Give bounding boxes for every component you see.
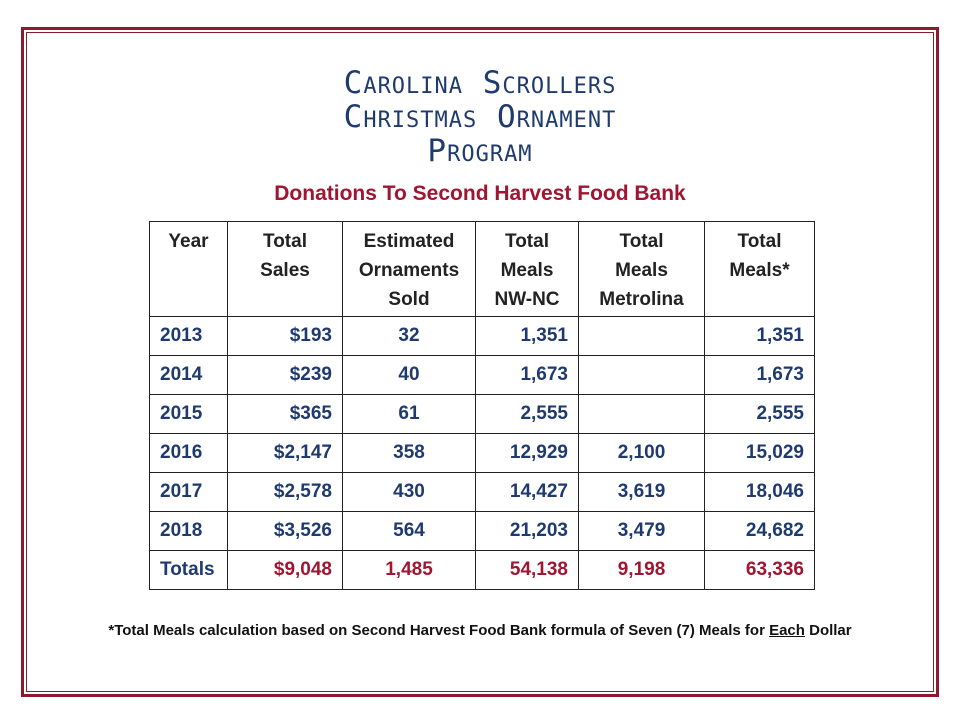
title-line: Carolina Scrollers [343,65,617,101]
table-row: 2016 $2,147 358 12,929 2,100 15,029 [149,433,815,473]
cell-meals-nwnc: 1,351 [475,316,579,356]
header-line: Sold [388,289,430,310]
cell-year: 2014 [149,355,228,395]
footnote: *Total Meals calculation based on Second… [0,622,960,639]
table-row: 2017 $2,578 430 14,427 3,619 18,046 [149,472,815,512]
cell-meals-metrolina [578,355,705,395]
table-row: 2015 $365 61 2,555 2,555 [149,394,815,434]
header-line: Meals [500,260,554,281]
cell-ornaments: 430 [342,472,476,512]
cell-meals-nwnc: 14,427 [475,472,579,512]
header-line: Ornaments [358,260,460,281]
cell-total-ornaments: 1,485 [342,550,476,590]
header-meals-nwnc: Total Meals NW-NC [475,221,579,317]
header-estimated-ornaments: Estimated Ornaments Sold [342,221,476,317]
cell-total-meals: 2,555 [704,394,815,434]
cell-year: 2016 [149,433,228,473]
header-line: Estimated [363,231,455,252]
cell-total-meals: 15,029 [704,433,815,473]
table-row: 2018 $3,526 564 21,203 3,479 24,682 [149,511,815,551]
cell-totals-label: Totals [149,550,228,590]
cell-sales: $3,526 [227,511,343,551]
cell-sales: $193 [227,316,343,356]
cell-meals-nwnc: 21,203 [475,511,579,551]
footnote-emphasis: Each [769,622,805,639]
header-line: Meals [615,260,668,281]
cell-ornaments: 564 [342,511,476,551]
cell-sales: $2,147 [227,433,343,473]
header-line: Year [168,231,209,252]
footnote-text: *Total Meals calculation based on Second… [108,622,770,639]
cell-total-metrolina: 9,198 [578,550,705,590]
donations-table: Year Total Sales Estimated Ornaments Sol… [149,221,815,590]
cell-total-meals: 1,673 [704,355,815,395]
cell-total-sales: $9,048 [227,550,343,590]
table-row: 2013 $193 32 1,351 1,351 [149,316,815,356]
header-line: Total [505,231,549,252]
cell-year: 2018 [149,511,228,551]
cell-sales: $2,578 [227,472,343,512]
cell-year: 2013 [149,316,228,356]
cell-meals-metrolina [578,316,705,356]
footnote-text-end: Dollar [804,622,852,639]
cell-total-meals: 24,682 [704,511,815,551]
totals-row: Totals $9,048 1,485 54,138 9,198 63,336 [149,550,815,590]
outer-border [21,27,939,697]
cell-year: 2017 [149,472,228,512]
page-title: Carolina Scrollers Christmas Ornament Pr… [0,66,960,168]
cell-meals-nwnc: 1,673 [475,355,579,395]
title-line: Christmas Ornament [343,99,617,135]
cell-meals-metrolina: 2,100 [578,433,705,473]
cell-meals-metrolina [578,394,705,434]
cell-ornaments: 40 [342,355,476,395]
table-row: 2014 $239 40 1,673 1,673 [149,355,815,395]
header-total-sales: Total Sales [227,221,343,317]
cell-sales: $365 [227,394,343,434]
header-line: Total [619,231,664,252]
page-subtitle: Donations To Second Harvest Food Bank [274,182,686,205]
header-meals-metrolina: Total Meals Metrolina [578,221,705,317]
cell-ornaments: 61 [342,394,476,434]
cell-meals-nwnc: 12,929 [475,433,579,473]
header-line: Total [263,231,307,252]
cell-total-meals: 18,046 [704,472,815,512]
header-line: NW-NC [494,289,560,310]
cell-meals-nwnc: 2,555 [475,394,579,434]
header-line: Meals* [729,260,790,281]
table-header-row: Year Total Sales Estimated Ornaments Sol… [149,221,815,317]
header-year: Year [149,221,228,317]
cell-total-nwnc: 54,138 [475,550,579,590]
cell-ornaments: 32 [342,316,476,356]
header-total-meals: Total Meals* [704,221,815,317]
cell-meals-metrolina: 3,479 [578,511,705,551]
header-line: Sales [260,260,310,281]
title-line: Program [427,133,533,169]
inner-border [26,32,934,692]
header-line: Metrolina [599,289,684,310]
cell-ornaments: 358 [342,433,476,473]
cell-sales: $239 [227,355,343,395]
cell-grand-total-meals: 63,336 [704,550,815,590]
header-line: Total [737,231,782,252]
cell-year: 2015 [149,394,228,434]
cell-total-meals: 1,351 [704,316,815,356]
cell-meals-metrolina: 3,619 [578,472,705,512]
